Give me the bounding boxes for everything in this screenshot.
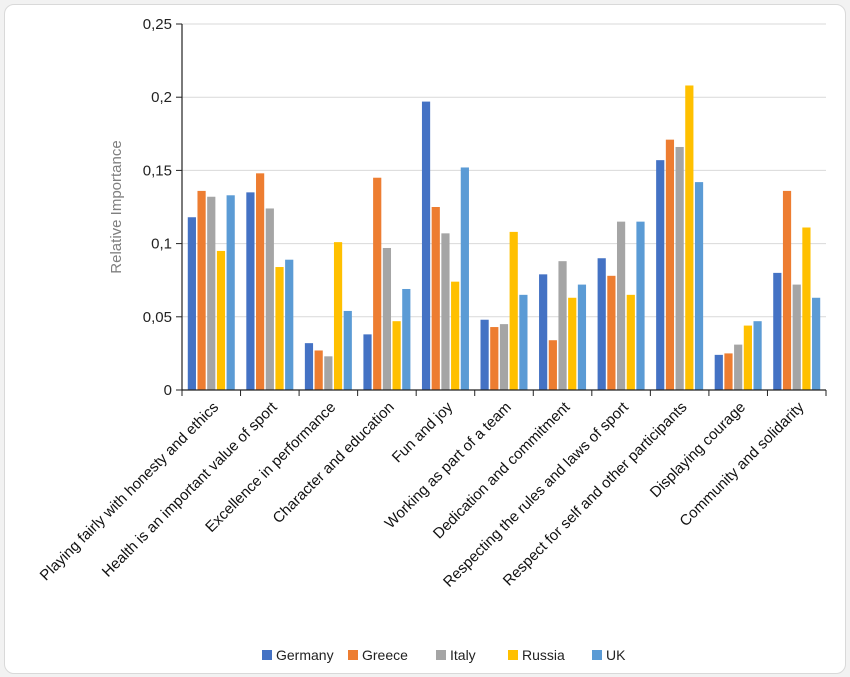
bar-uk (636, 221, 645, 390)
bar-greece (665, 139, 675, 390)
y-tick-label: 0,15 (143, 162, 172, 179)
bar-italy (382, 247, 392, 390)
bars (187, 85, 821, 390)
bar-italy (792, 284, 801, 390)
bar-russia (626, 294, 635, 390)
bar-italy (324, 356, 333, 390)
bar-russia (802, 227, 811, 390)
legend: Germany Greece Italy Russia UK (262, 647, 626, 663)
bar-germany (539, 274, 548, 390)
bar-greece (490, 327, 499, 390)
bar-uk (343, 310, 352, 390)
bar-greece (782, 190, 792, 390)
bar-greece (314, 350, 323, 390)
bar-germany (656, 160, 665, 390)
y-tick-label: 0 (164, 382, 172, 399)
bar-germany (304, 343, 314, 390)
legend-label-russia: Russia (522, 647, 565, 663)
bar-germany (714, 354, 723, 390)
bar-uk (285, 259, 294, 390)
legend-label-greece: Greece (362, 647, 408, 663)
bar-russia (685, 85, 694, 390)
bar-russia (275, 267, 284, 390)
bar-germany (246, 192, 255, 390)
legend-swatch-greece (348, 650, 358, 660)
legend-label-italy: Italy (450, 647, 476, 663)
bar-italy (558, 261, 567, 390)
bar-uk (577, 284, 587, 390)
x-category-label: Character and education (270, 399, 398, 527)
bar-italy (441, 233, 450, 390)
legend-label-uk: UK (606, 647, 626, 663)
legend-swatch-uk (592, 650, 602, 660)
bar-italy (499, 324, 509, 390)
legend-swatch-germany (262, 650, 272, 660)
bar-uk (402, 288, 411, 390)
bar-greece (373, 177, 382, 390)
bar-italy (616, 221, 626, 390)
bar-russia (392, 321, 401, 390)
bar-russia (509, 231, 518, 390)
bar-uk (460, 167, 469, 390)
bar-italy (675, 146, 684, 390)
x-category-label: Community and solidarity (676, 398, 807, 529)
bar-uk (812, 297, 821, 390)
bar-russia (568, 297, 577, 390)
bar-uk (753, 321, 762, 390)
bar-germany (597, 258, 606, 390)
bar-greece (256, 173, 265, 390)
bar-greece (431, 207, 440, 390)
bar-uk (226, 195, 235, 390)
bar-greece (197, 190, 206, 390)
bar-uk (519, 294, 528, 390)
bar-greece (607, 275, 616, 390)
bar-russia (333, 242, 343, 390)
y-tick-label: 0,1 (151, 236, 172, 253)
bar-germany (773, 272, 782, 390)
bar-germany (363, 334, 372, 390)
bar-germany (187, 217, 196, 390)
y-tick-label: 0,25 (143, 16, 172, 33)
legend-swatch-italy (436, 650, 446, 660)
bar-germany (480, 319, 489, 390)
bar-russia (216, 250, 226, 390)
y-tick-label: 0,2 (151, 89, 172, 106)
bar-italy (265, 208, 274, 390)
bar-italy (734, 344, 743, 390)
bar-russia (743, 325, 752, 390)
bar-greece (548, 340, 557, 390)
legend-label-germany: Germany (276, 647, 334, 663)
bar-russia (451, 281, 460, 390)
y-axis-label: Relative Importance (108, 140, 125, 273)
bar-uk (694, 182, 704, 390)
y-tick-label: 0,05 (143, 309, 172, 326)
legend-swatch-russia (508, 650, 518, 660)
bar-germany (421, 101, 431, 390)
bar-greece (724, 353, 733, 390)
axes (176, 23, 827, 396)
y-tick-labels: 0 0,05 0,1 0,15 0,2 0,25 (143, 16, 172, 399)
x-category-labels: Playing fairly with honesty and ethicsHe… (37, 398, 808, 590)
bar-italy (207, 196, 216, 390)
